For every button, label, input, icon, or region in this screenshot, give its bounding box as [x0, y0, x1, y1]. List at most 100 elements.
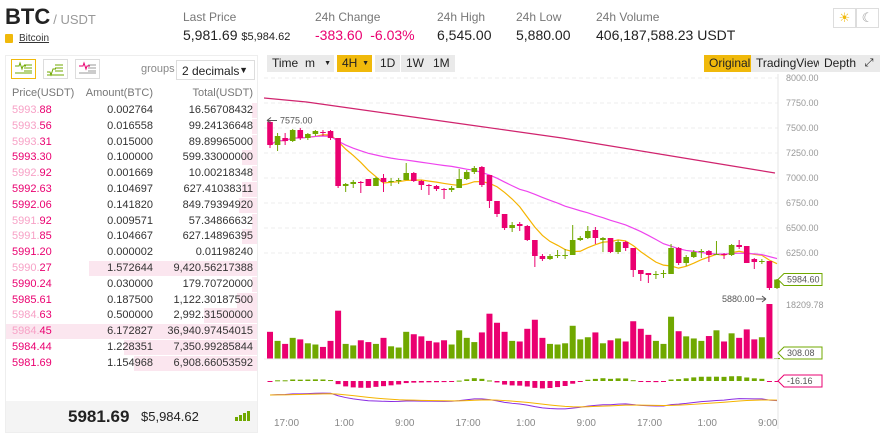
price-int: 5985. — [12, 293, 40, 306]
moon-icon[interactable]: ☾ — [856, 8, 879, 28]
volume-bar — [584, 337, 591, 359]
view-original[interactable]: Original — [704, 55, 756, 72]
row-price: 5993.88 — [12, 104, 52, 116]
orderbook-last-usd: $5,984.62 — [141, 409, 199, 424]
orderbook-row[interactable]: 5992.63 0.104697 627.41038311 — [6, 182, 257, 197]
orderbook-row[interactable]: 5990.27 1.572644 9,420.56217388 — [6, 261, 257, 276]
price-dec: 20 — [39, 246, 52, 259]
last-price-bar: 5981.69 $5,984.62 — [6, 401, 257, 432]
candle-body — [479, 167, 485, 185]
orderbook-row[interactable]: 5985.61 0.187500 1,122.30187500 — [6, 292, 257, 308]
orderbook-row[interactable]: 5993.30 0.100000 599.33000000 — [6, 150, 257, 166]
groups-label: groups — [141, 63, 175, 75]
quote-asset: / USDT — [53, 12, 96, 27]
candle-body — [683, 257, 689, 263]
interval-1m[interactable]: 1M — [428, 55, 455, 72]
candle-body — [305, 134, 311, 138]
interval-4h-dropdown[interactable]: 4H ▼ — [337, 55, 372, 72]
row-total: 1,122.30187500 — [173, 293, 253, 306]
candle-body — [728, 245, 735, 255]
macd-bar — [676, 379, 682, 381]
candle-body — [320, 132, 326, 133]
view-depth[interactable]: Depth — [819, 55, 862, 72]
row-price: 5984.45 — [12, 325, 52, 337]
row-price: 5984.44 — [12, 341, 52, 353]
volume-bar — [645, 334, 652, 359]
row-price: 5984.63 — [12, 309, 52, 321]
interval-minute-dropdown[interactable]: m ▼ — [300, 55, 334, 72]
orderbook-row[interactable]: 5991.92 0.009571 57.34866632 — [6, 213, 257, 229]
candle-body — [516, 224, 523, 226]
interval-time[interactable]: Time — [267, 55, 304, 72]
depth-bar — [251, 213, 257, 229]
macd-bar — [502, 381, 508, 385]
orderbook-row[interactable]: 5992.06 0.141820 849.79394920 — [6, 197, 257, 213]
volume-bar — [441, 340, 448, 359]
price-tick-label: 6500.00 — [786, 223, 819, 233]
orderbook-row[interactable]: 5993.31 0.015000 89.89965000 — [6, 134, 257, 150]
macd-bar — [464, 379, 470, 381]
orderbook-row[interactable]: 5981.69 1.154968 6,908.66053592 — [6, 355, 257, 371]
macd-bar — [365, 381, 371, 388]
view-bids-button[interactable] — [43, 59, 68, 79]
row-total: 627.14896395 — [182, 230, 253, 243]
macd-bar — [547, 381, 553, 388]
volume-bar — [736, 337, 743, 359]
interval-1d[interactable]: 1D — [375, 55, 401, 72]
macd-bar — [509, 381, 515, 386]
stat-24h-high: 24h High 6,545.00 — [437, 10, 492, 43]
volume-bar — [357, 340, 364, 359]
orderbook-row[interactable]: 5991.20 0.000002 0.01198240 — [6, 245, 257, 260]
candle-body — [713, 254, 720, 255]
row-price: 5990.27 — [12, 262, 52, 274]
row-total: 99.24136648 — [188, 119, 253, 132]
price-int: 5984. — [12, 309, 40, 322]
volume-bar — [319, 346, 326, 359]
price-int: 5991. — [12, 246, 40, 259]
price-int: 5981. — [12, 356, 40, 369]
macd-bar — [373, 381, 379, 387]
chevron-down-icon: ▼ — [239, 65, 248, 75]
interval-1w[interactable]: 1W — [401, 55, 429, 72]
fullscreen-icon[interactable]: ⤢ — [858, 55, 880, 72]
row-amount: 0.000002 — [107, 246, 153, 259]
orderbook-row[interactable]: 5993.56 0.016558 99.24136648 — [6, 118, 257, 134]
row-price: 5990.24 — [12, 278, 52, 290]
macd-bar — [653, 381, 659, 383]
time-tick-label: 9:00 — [758, 418, 778, 429]
price-dec: 92 — [39, 167, 52, 180]
candle-body — [532, 240, 538, 256]
price-dec: 92 — [39, 214, 52, 227]
candlestick-chart[interactable]: 8000.00 7750.00 7500.00 7250.00 7000.00 6750.… — [264, 74, 889, 433]
price-dec: 24 — [39, 277, 52, 290]
sun-icon[interactable]: ☀ — [833, 8, 856, 28]
orderbook-row[interactable]: 5984.44 1.228351 7,350.99285844 — [6, 340, 257, 355]
stat-24h-change: 24h Change -383.60 -6.03% — [315, 10, 415, 43]
orderbook-row[interactable]: 5991.85 0.104667 627.14896395 — [6, 229, 257, 245]
last-price-usd: $5,984.62 — [241, 31, 291, 43]
macd-bar — [729, 376, 735, 381]
depth-bar — [241, 229, 257, 245]
orderbook-row[interactable]: 5990.24 0.030000 179.70720000 — [6, 276, 257, 292]
row-amount: 0.104697 — [107, 183, 153, 195]
macd-bar — [418, 381, 424, 383]
candle-body — [463, 172, 470, 179]
orderbook-row[interactable]: 5984.45 6.172827 36,940.97454015 — [6, 324, 257, 340]
orderbook-row[interactable]: 5993.88 0.002764 16.56708432 — [6, 103, 257, 118]
price-dec: 30 — [39, 151, 52, 164]
volume-bar — [494, 322, 501, 359]
coin-link[interactable]: Bitcoin — [19, 33, 50, 44]
view-both-button[interactable] — [11, 59, 36, 79]
low-value: 5,880.00 — [516, 27, 571, 43]
orderbook-row[interactable]: 5992.92 0.001669 10.00218348 — [6, 166, 257, 182]
orderbook-row[interactable]: 5984.63 0.500000 2,992.31500000 — [6, 308, 257, 324]
view-tradingview[interactable]: TradingView — [751, 55, 828, 72]
view-asks-button[interactable] — [75, 59, 100, 79]
macd-bar — [615, 378, 621, 381]
groups-select[interactable]: 2 decimals ▼ — [176, 60, 255, 80]
macd-bar — [713, 376, 719, 381]
time-tick-label: 9:00 — [395, 418, 415, 429]
candle-body — [569, 240, 576, 255]
volume-bar — [766, 304, 773, 359]
row-amount: 0.009571 — [107, 214, 153, 227]
